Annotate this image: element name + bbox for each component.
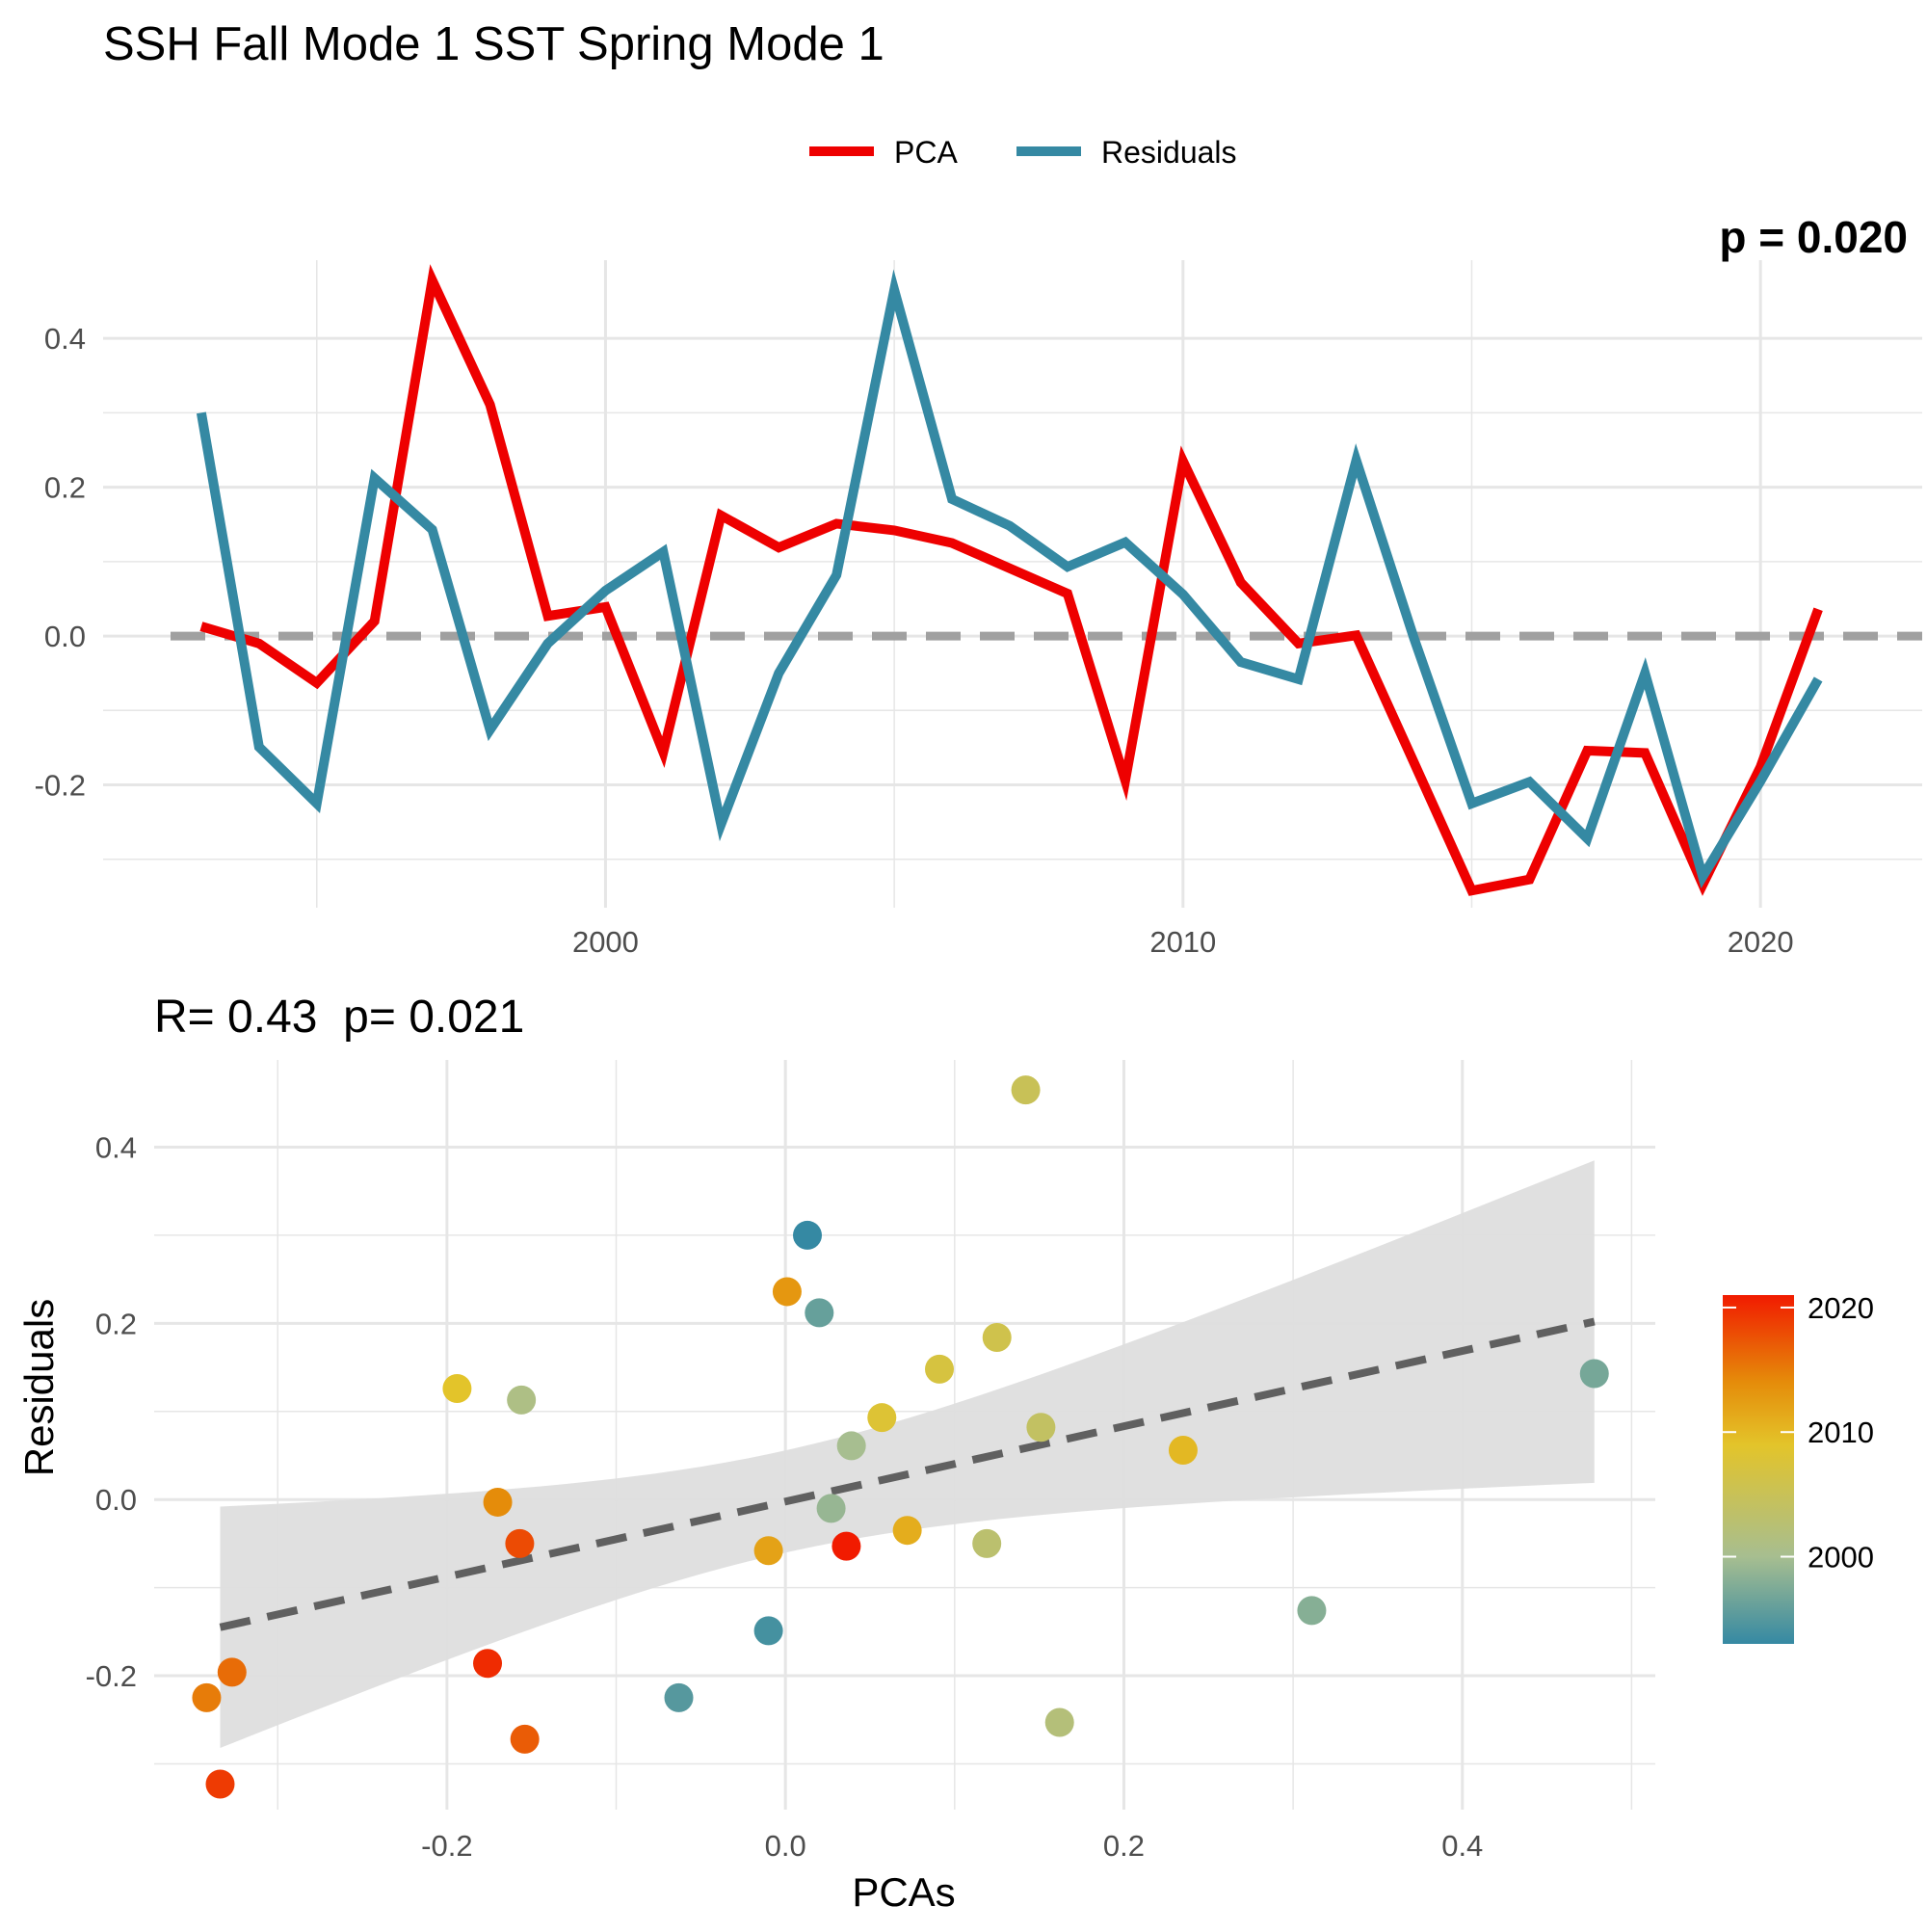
scatter-y-tick-label: 0.4 — [95, 1131, 137, 1165]
confidence-band — [220, 1160, 1595, 1749]
x-axis-title: PCAs — [852, 1869, 955, 1915]
scatter-point — [816, 1494, 846, 1523]
color-bar-tick-label: 2000 — [1808, 1541, 1874, 1575]
regression-line — [219, 1317, 1596, 1631]
scatter-point — [1026, 1413, 1056, 1442]
scatter-point — [483, 1487, 513, 1517]
scatter-point — [805, 1298, 834, 1328]
legend-pca-label: PCA — [894, 135, 958, 170]
scatter-point — [772, 1277, 802, 1307]
scatter-y-tick-label: -0.2 — [86, 1659, 137, 1693]
scatter-point — [507, 1385, 537, 1415]
top-series — [196, 264, 1823, 896]
scatter-point — [192, 1682, 222, 1712]
scatter-point — [1044, 1707, 1074, 1737]
scatter-point — [982, 1322, 1012, 1352]
scatter-point — [836, 1431, 866, 1461]
top-x-tick-label: 2000 — [572, 925, 639, 959]
fit-line — [219, 1317, 1596, 1631]
y-axis-title: Residuals — [16, 1299, 62, 1476]
scatter-x-tick-label: 0.4 — [1441, 1829, 1483, 1863]
page-title: SSH Fall Mode 1 SST Spring Mode 1 — [103, 18, 884, 70]
top-y-tick-label: 0.2 — [44, 471, 86, 505]
scatter-y-tick-label: 0.2 — [95, 1307, 137, 1340]
top-y-tick-label: 0.0 — [44, 620, 86, 653]
scatter-x-tick-label: -0.2 — [421, 1829, 472, 1863]
confidence-ribbon — [220, 1160, 1595, 1749]
scatter-axis-labels: -0.2 0.0 0.2 0.4 -0.2 0.0 0.2 0.4 — [86, 1131, 1484, 1863]
top-axis-labels: 2000 2010 2020 -0.2 0.0 0.2 0.4 — [35, 322, 1794, 959]
scatter-points — [192, 1075, 1609, 1799]
top-y-tick-label: -0.2 — [35, 769, 86, 803]
scatter-point — [793, 1220, 823, 1250]
scatter-point — [892, 1516, 922, 1546]
scatter-point — [1297, 1596, 1327, 1626]
series-line-pca — [199, 264, 1823, 896]
scatter-point — [510, 1724, 540, 1754]
top-x-tick-label: 2020 — [1728, 925, 1794, 959]
scatter-point — [205, 1769, 235, 1799]
top-x-tick-label: 2010 — [1149, 925, 1216, 959]
scatter-point — [505, 1528, 535, 1558]
scatter-point — [1011, 1075, 1041, 1105]
top-y-tick-label: 0.4 — [44, 322, 86, 356]
color-bar — [1723, 1295, 1794, 1644]
clipped-corner-label: p = 0.020 — [1719, 212, 1908, 262]
scatter-point — [442, 1374, 472, 1404]
series-line-residuals — [196, 269, 1823, 888]
legend-residuals-label: Residuals — [1101, 135, 1237, 170]
color-bar-tick-label: 2010 — [1808, 1416, 1874, 1449]
scatter-point — [473, 1649, 503, 1679]
scatter-x-tick-label: 0.0 — [765, 1829, 806, 1863]
color-bar-tick-label: 2020 — [1808, 1291, 1874, 1325]
year-color-legend: 2000 2010 2020 — [1723, 1291, 1874, 1644]
scatter-point — [925, 1354, 955, 1384]
scatter-title: R= 0.43 p= 0.021 — [154, 992, 524, 1043]
scatter-point — [753, 1536, 783, 1566]
scatter-point — [867, 1403, 897, 1433]
scatter-y-tick-label: 0.0 — [95, 1483, 137, 1517]
scatter-point — [753, 1616, 783, 1646]
scatter-point — [1168, 1435, 1198, 1465]
scatter-point — [972, 1528, 1002, 1558]
scatter-point — [217, 1657, 247, 1687]
legend-top: PCA Residuals — [809, 135, 1237, 170]
scatter-point — [664, 1682, 694, 1712]
scatter-point — [832, 1531, 861, 1561]
scatter-point — [1579, 1359, 1609, 1389]
scatter-x-tick-label: 0.2 — [1103, 1829, 1145, 1863]
